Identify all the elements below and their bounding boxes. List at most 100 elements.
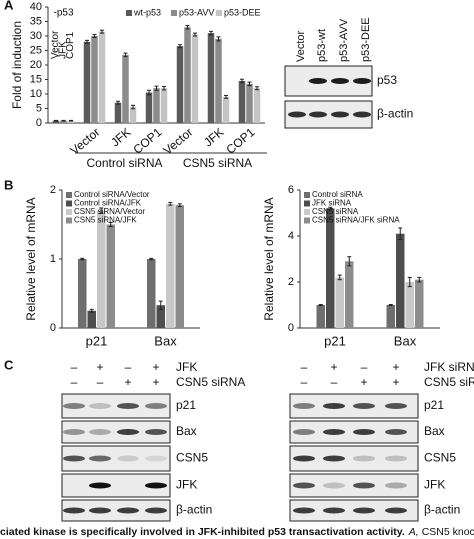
bar (97, 210, 106, 328)
error-bar (247, 81, 252, 87)
y-tick-label: 25 (30, 44, 42, 56)
bar (156, 305, 165, 328)
bar (316, 305, 325, 328)
bar (191, 34, 199, 123)
y-tick-label: 30 (30, 30, 42, 42)
blot-band (293, 507, 315, 514)
bar (166, 203, 175, 328)
row-label: p21 (176, 398, 196, 412)
legend-label: wt-p53 (133, 7, 161, 17)
error-bar (123, 52, 128, 58)
y-axis-label: Fold of induction (10, 21, 24, 109)
y-tick-label: 2 (50, 184, 56, 196)
legend-swatch (304, 209, 310, 215)
x-tick-label: p21 (86, 333, 108, 348)
blot-band (293, 482, 315, 489)
bar (147, 259, 156, 328)
bar (386, 305, 395, 328)
error-bar (240, 78, 244, 84)
blot-band (353, 403, 375, 409)
condition-sign: – (301, 375, 308, 389)
legend-swatch (304, 217, 310, 224)
bar (215, 38, 222, 123)
legend-label: CSN5 siRNA/JFK (74, 216, 137, 225)
condition-sign: – (71, 360, 78, 374)
error-bar (337, 274, 342, 281)
blot-band (63, 403, 85, 409)
blot-band (117, 455, 139, 462)
bar (52, 120, 60, 123)
blot-band (385, 403, 407, 409)
condition-label: CSN5 siRNA (176, 375, 245, 389)
group-label: CSN5 siRNA (183, 156, 252, 170)
error-bar (178, 44, 182, 49)
blot-band (145, 403, 167, 409)
bar (415, 279, 424, 328)
bar (83, 41, 91, 123)
error-bar (193, 32, 197, 37)
error-bar (224, 94, 228, 99)
lane-label: p53-wt (316, 29, 328, 62)
y-tick-label: 10 (30, 88, 42, 100)
blot-band (293, 429, 315, 435)
row-label: p21 (424, 398, 444, 412)
bar (98, 31, 106, 123)
caption: ciated kinase is specifically involved i… (0, 526, 474, 538)
condition-label: JFK siRNA (424, 360, 474, 374)
legend-label: Control siRNA (312, 190, 363, 199)
blot-band (89, 482, 111, 489)
blot-band (353, 455, 375, 462)
blot-band (145, 455, 167, 462)
legend-label: p53-DEE (224, 7, 261, 17)
condition-sign: + (392, 360, 399, 374)
blot-band (385, 455, 407, 462)
caption-italic: A, (408, 526, 419, 538)
y-tick-label: 0 (36, 117, 42, 129)
legend-swatch (66, 192, 72, 198)
blot-band (323, 403, 345, 409)
bar (222, 96, 230, 123)
blot (61, 499, 171, 522)
error-bar (168, 201, 173, 206)
condition-sign: + (330, 360, 337, 374)
legend-swatch (304, 200, 310, 207)
error-bar (149, 257, 154, 261)
blot (61, 445, 171, 472)
blot-band (145, 429, 167, 435)
legend-label: p53-AVV (179, 7, 214, 17)
error-bar (177, 203, 182, 208)
panel-label: B (4, 177, 13, 192)
blot-band (63, 507, 85, 514)
blot-band (89, 429, 111, 435)
blot-band (331, 111, 349, 118)
blot-band (63, 429, 85, 435)
bar (60, 120, 67, 123)
legend-swatch (66, 217, 72, 224)
caption-text: CSN5 knockdown resulte (422, 526, 474, 538)
bar (246, 83, 253, 123)
bar (122, 54, 129, 123)
error-bar (388, 304, 393, 306)
row-label: CSN5 (176, 451, 208, 465)
error-bar (417, 276, 422, 283)
bar (253, 88, 261, 123)
condition-sign: – (125, 360, 132, 374)
condition-sign: – (301, 360, 308, 374)
row-label: p53 (377, 73, 397, 87)
error-bar (328, 206, 333, 211)
condition-sign: + (152, 375, 159, 389)
legend-label: Control siRNA/Vector (74, 190, 150, 199)
annotation-label: JFK (58, 41, 69, 59)
error-bar (216, 36, 221, 42)
blot-band (323, 507, 345, 514)
error-bar (255, 86, 259, 91)
blot-band (385, 507, 407, 514)
row-label: JFK (176, 478, 197, 492)
group-label: Control siRNA (86, 156, 162, 170)
blot-band (353, 111, 371, 118)
row-label: Bax (176, 424, 197, 438)
error-bar (407, 276, 412, 288)
blot-band (353, 507, 375, 514)
blot-band (353, 429, 375, 435)
blot-band (117, 429, 139, 435)
